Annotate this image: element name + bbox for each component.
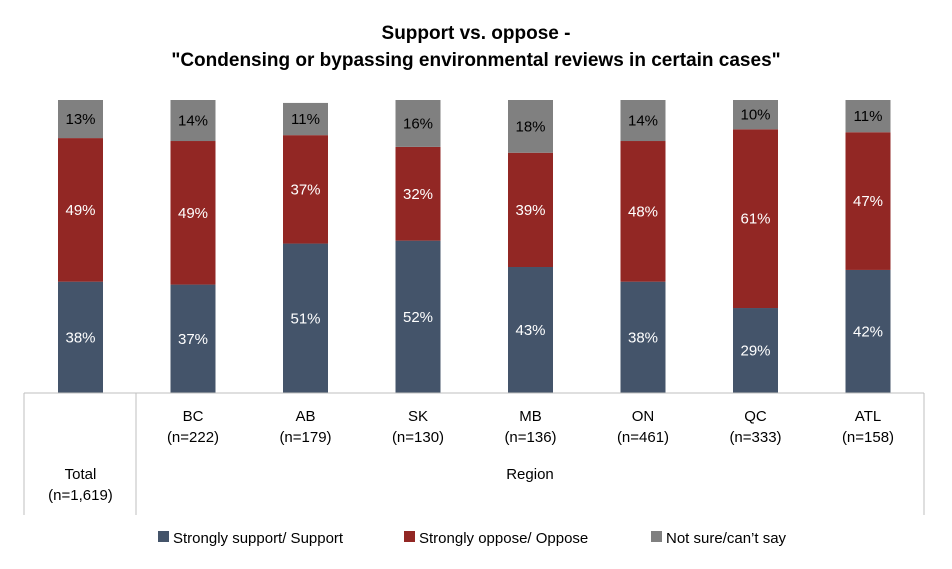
bar-segment-2-qc bbox=[733, 129, 778, 309]
bar-segment-1-bc bbox=[170, 284, 216, 393]
data-label: 10% bbox=[740, 107, 770, 124]
bar-segment-3-qc bbox=[733, 100, 778, 130]
data-label: 14% bbox=[628, 113, 658, 130]
category-label: BC bbox=[183, 408, 204, 425]
data-label: 39% bbox=[515, 202, 545, 219]
data-label: 43% bbox=[515, 322, 545, 339]
category-n-label: (n=136) bbox=[504, 429, 556, 446]
data-label: 38% bbox=[65, 329, 95, 346]
legend-swatch bbox=[404, 531, 415, 542]
bar-segment-2-atl bbox=[845, 132, 891, 270]
category-n-label: (n=130) bbox=[392, 429, 444, 446]
bar-segment-1-qc bbox=[733, 308, 778, 393]
category-label: ATL bbox=[855, 408, 881, 425]
bar-segment-2-bc bbox=[170, 141, 216, 285]
data-label: 37% bbox=[290, 181, 320, 198]
legend-swatch bbox=[651, 531, 662, 542]
bar-segment-1-total bbox=[58, 281, 103, 393]
data-label: 29% bbox=[740, 343, 770, 360]
bar-segment-3-total bbox=[58, 100, 103, 139]
data-label: 38% bbox=[628, 329, 658, 346]
bar-segment-2-total bbox=[58, 138, 103, 282]
bar-segment-1-sk bbox=[395, 240, 441, 393]
category-n-label: (n=158) bbox=[842, 429, 894, 446]
category-label: Total bbox=[65, 466, 97, 483]
data-label: 18% bbox=[515, 118, 545, 135]
category-label: AB bbox=[295, 408, 315, 425]
data-label: 11% bbox=[291, 111, 320, 128]
data-label: 52% bbox=[403, 309, 433, 326]
bar-segment-2-on bbox=[620, 141, 666, 282]
category-label: ON bbox=[632, 408, 655, 425]
category-n-label: (n=1,619) bbox=[48, 487, 113, 504]
category-label: MB bbox=[519, 408, 542, 425]
bar-segment-3-sk bbox=[395, 100, 441, 147]
data-label: 49% bbox=[178, 205, 208, 222]
category-n-label: (n=333) bbox=[729, 429, 781, 446]
data-label: 37% bbox=[178, 331, 208, 348]
data-label: 48% bbox=[628, 203, 658, 220]
data-label: 16% bbox=[403, 115, 433, 132]
data-label: 11% bbox=[854, 108, 883, 125]
category-n-label: (n=179) bbox=[279, 429, 331, 446]
data-label: 32% bbox=[403, 186, 433, 203]
legend-swatch bbox=[158, 531, 169, 542]
bar-segment-1-mb bbox=[508, 267, 553, 393]
data-label: 51% bbox=[290, 310, 320, 327]
bar-segment-2-ab bbox=[283, 135, 328, 244]
legend-entry: Strongly support/ Support bbox=[173, 530, 344, 547]
bar-segment-3-atl bbox=[845, 100, 891, 133]
legend: Strongly support/ Support Strongly oppose… bbox=[158, 530, 787, 547]
category-n-label: (n=222) bbox=[167, 429, 219, 446]
bar-segment-1-ab bbox=[283, 243, 328, 393]
bar-segment-1-atl bbox=[845, 269, 891, 393]
bar-segment-1-on bbox=[620, 281, 666, 393]
data-label: 47% bbox=[853, 193, 883, 210]
chart-title: Support vs. oppose - bbox=[382, 23, 571, 44]
data-label: 13% bbox=[65, 111, 95, 128]
group-label-region: Region bbox=[506, 466, 554, 483]
bar-segment-3-bc bbox=[170, 100, 216, 142]
legend-entry: Not sure/can’t say bbox=[666, 530, 787, 547]
bars-group: 38% 49% 13% 37% 49% 14% 51% 37% 11% 52% 32% 16% 43% 3… bbox=[58, 100, 891, 393]
data-label: 61% bbox=[740, 211, 770, 228]
category-label: SK bbox=[408, 408, 428, 425]
legend-entry: Strongly oppose/ Oppose bbox=[419, 530, 588, 547]
category-label: QC bbox=[744, 408, 767, 425]
bar-segment-3-ab bbox=[283, 102, 328, 136]
category-axis: Total (n=1,619) BC (n=222) AB (n=179) SK (n=130… bbox=[23, 392, 925, 515]
bar-segment-2-sk bbox=[395, 146, 441, 241]
bar-segment-3-mb bbox=[508, 100, 553, 153]
bar-segment-3-on bbox=[620, 100, 666, 142]
data-label: 14% bbox=[178, 113, 208, 130]
chart-subtitle: "Condensing or bypassing environmental r… bbox=[171, 50, 780, 71]
data-label: 49% bbox=[65, 202, 95, 219]
data-label: 42% bbox=[853, 323, 883, 340]
category-n-label: (n=461) bbox=[617, 429, 669, 446]
bar-segment-2-mb bbox=[508, 152, 553, 268]
